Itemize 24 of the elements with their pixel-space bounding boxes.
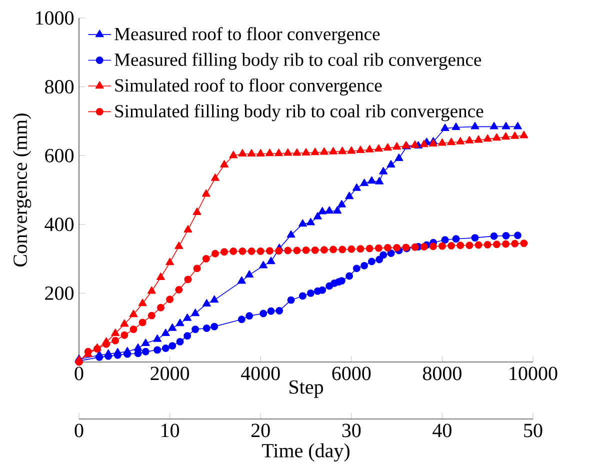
x-tick-label: 0	[74, 366, 84, 380]
x-tick-label: 4000	[241, 366, 280, 380]
legend-label: Measured filling body rib to coal rib convergence	[114, 52, 482, 70]
y-tick-label: 200	[45, 286, 74, 300]
y-tick-label: 600	[45, 148, 74, 162]
x-tick-label: 6000	[332, 366, 371, 380]
y-tick-label: 1000	[36, 11, 74, 25]
x-tick-label: 2000	[150, 366, 190, 380]
legend-label: Measured roof to floor convergence	[114, 27, 380, 44]
x-tick-label: 10000	[510, 366, 558, 380]
x2-tick-label: 0	[74, 424, 84, 438]
x2-tick-label: 40	[432, 424, 452, 438]
legend-label: Simulated roof to floor convergence	[115, 78, 382, 96]
x-tick-label: 8000	[422, 366, 462, 380]
x2-axis-title: Time (day)	[262, 443, 350, 462]
x-axis-title: Step	[290, 380, 324, 398]
y-tick-label: 800	[45, 80, 74, 94]
y-tick-label: 400	[44, 218, 74, 232]
y-axis-title: Convergence (mm)	[12, 114, 32, 266]
legend-label: Simulated filling body rib to coal rib convergence	[115, 104, 484, 122]
x2-tick-label: 10	[162, 424, 180, 438]
x2-tick-label: 30	[342, 424, 361, 438]
x2-tick-label: 50	[524, 424, 542, 438]
x2-tick-label: 20	[251, 424, 270, 438]
